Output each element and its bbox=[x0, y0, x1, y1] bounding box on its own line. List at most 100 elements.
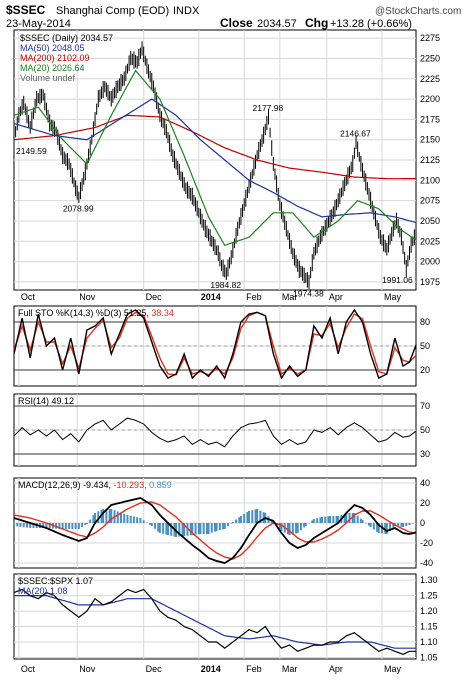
month-label-top: May bbox=[384, 292, 402, 302]
macd-ytick-label: 20 bbox=[420, 498, 430, 508]
macd-histogram-bar bbox=[288, 523, 291, 535]
macd-histogram-bar bbox=[316, 518, 319, 523]
month-axis-bottom: Oct Nov Dec 2014 Feb Mar Apr May bbox=[21, 664, 402, 674]
macd-histogram-bar bbox=[415, 522, 417, 523]
stochastic-ytick-label: 20 bbox=[420, 365, 430, 375]
macd-histogram-bar bbox=[230, 523, 233, 524]
macd-histogram-bar bbox=[295, 523, 298, 534]
price-annotation: 1984.82 bbox=[210, 280, 241, 290]
price-ytick-label: 2125 bbox=[420, 155, 440, 165]
macd-histogram-bar bbox=[74, 523, 77, 529]
ratio-ytick-label: 1.15 bbox=[420, 622, 438, 632]
macd-histogram-bar bbox=[13, 523, 15, 526]
macd-histogram-bar bbox=[291, 523, 294, 535]
ratio-ma-legend: MA(20) 1.08 bbox=[18, 586, 68, 596]
change-label: Chg bbox=[305, 16, 328, 30]
macd-histogram-bar bbox=[71, 523, 74, 529]
ratio-ytick-label: 1.10 bbox=[420, 637, 438, 647]
macd-histogram-bar bbox=[356, 515, 359, 523]
macd-histogram-bar bbox=[165, 523, 168, 535]
month-label-bottom: Nov bbox=[79, 664, 96, 674]
chart-panels: 1975200020252050207521002125215021752200… bbox=[13, 29, 440, 662]
price-ytick-label: 2175 bbox=[420, 114, 440, 124]
macd-histogram-bar bbox=[238, 517, 241, 523]
macd-histogram-bar bbox=[154, 523, 157, 529]
ma50-line bbox=[13, 98, 417, 224]
macd-histogram-bar bbox=[64, 523, 67, 529]
month-label-bottom: Oct bbox=[21, 664, 36, 674]
macd-histogram-bar bbox=[55, 523, 58, 529]
macd-histogram-bar bbox=[207, 523, 210, 534]
macd-histogram-bar bbox=[280, 523, 283, 531]
macd-histogram-bar bbox=[405, 523, 408, 526]
ratio-legend: $SSEC:$SPX 1.07 bbox=[18, 576, 93, 586]
macd-histogram-bar bbox=[262, 512, 265, 523]
macd-histogram-bar bbox=[68, 523, 71, 529]
macd-histogram-bar bbox=[337, 516, 340, 523]
macd-histogram-bar bbox=[22, 523, 25, 528]
macd-histogram-bar bbox=[158, 523, 161, 533]
macd-histogram-bar bbox=[226, 523, 229, 527]
macd-histogram-bar bbox=[332, 516, 335, 523]
rsi-ytick-label: 50 bbox=[420, 425, 430, 435]
price-ytick-label: 2150 bbox=[420, 135, 440, 145]
macd-histogram-bar bbox=[384, 523, 387, 534]
rsi-ytick-label: 30 bbox=[420, 449, 430, 459]
month-label-bottom: Apr bbox=[329, 664, 343, 674]
stochastic-panel: 20 50 80 Full STO %K(14,3) %D(3) 51.25, 38.… bbox=[13, 305, 430, 387]
month-axis-top: Oct Nov Dec 2014 Feb Mar Apr May bbox=[21, 292, 402, 302]
macd-histogram-bar bbox=[411, 523, 414, 524]
macd-histogram-bar bbox=[61, 523, 64, 529]
macd-histogram-bar bbox=[149, 523, 152, 525]
macd-histogram-bar bbox=[108, 509, 111, 523]
macd-histogram-bar bbox=[48, 523, 51, 529]
legend-d: 38.34 bbox=[151, 308, 174, 318]
month-label-bottom: Feb bbox=[246, 664, 262, 674]
macd-histogram-bar bbox=[126, 515, 129, 523]
macd-histogram-bar bbox=[77, 523, 80, 529]
macd-histogram-bar bbox=[58, 523, 61, 529]
month-label-top: Mar bbox=[282, 292, 298, 302]
macd-histogram-bar bbox=[16, 523, 19, 527]
macd-histogram-bar bbox=[364, 522, 367, 524]
macd-histogram-bar bbox=[166, 523, 169, 535]
ratio-panel: 1.05 1.10 1.15 1.20 1.25 1.30 $SSEC:$SPX 1.07M… bbox=[13, 573, 438, 662]
price-annotation: 1974.38 bbox=[293, 288, 324, 298]
macd-histogram-bar bbox=[312, 519, 315, 523]
macd-histogram-bar bbox=[170, 523, 173, 536]
macd-histogram-bar bbox=[129, 515, 132, 523]
macd-histogram-bar bbox=[178, 523, 181, 537]
price-panel: 1975 2000 2025 2050 2075 2100 2125 2150 2175 2200… bbox=[13, 29, 440, 298]
legend-price: $SSEC (Daily) 2034.57 bbox=[20, 33, 113, 43]
macd-histogram-bar bbox=[123, 513, 126, 523]
macd-histogram-bar bbox=[191, 523, 194, 535]
price-annotation: 2177.98 bbox=[252, 103, 283, 113]
macd-ytick-label: -40 bbox=[420, 558, 433, 568]
macd-histogram-bar bbox=[248, 511, 251, 523]
macd-histogram-bar bbox=[202, 523, 205, 534]
macd-histogram-bar bbox=[359, 518, 362, 523]
header-symbol: $SSEC bbox=[6, 3, 46, 17]
macd-histogram-bar bbox=[408, 523, 411, 525]
macd-histogram-bar bbox=[223, 523, 226, 529]
macd-histogram-bar bbox=[105, 509, 108, 523]
macd-legend: MACD(12,26,9) -9.434, -10.293, 0.859 bbox=[18, 480, 172, 490]
macd-histogram-bar bbox=[84, 523, 87, 525]
legend-volume: Volume undef bbox=[20, 73, 76, 83]
price-annotation: 2146.67 bbox=[340, 128, 371, 138]
macd-histogram-bar bbox=[235, 519, 238, 523]
stoch-k-line bbox=[13, 308, 417, 380]
macd-histogram-bar bbox=[278, 523, 281, 529]
macd-histogram-bar bbox=[369, 523, 372, 527]
macd-ytick-label: 0 bbox=[420, 518, 425, 528]
ratio-ma-line bbox=[14, 595, 416, 649]
price-ytick-label: 2025 bbox=[420, 236, 440, 246]
macd-histogram-bar bbox=[402, 523, 405, 527]
macd-histogram-bar bbox=[348, 513, 351, 523]
rsi-ytick-label: 70 bbox=[420, 401, 430, 411]
header-exchange: INDX bbox=[173, 5, 200, 17]
macd-histogram-bar bbox=[97, 511, 100, 523]
ratio-ytick-label: 1.05 bbox=[420, 652, 438, 662]
legend-ma200: MA(200) 2102.09 bbox=[20, 53, 90, 63]
